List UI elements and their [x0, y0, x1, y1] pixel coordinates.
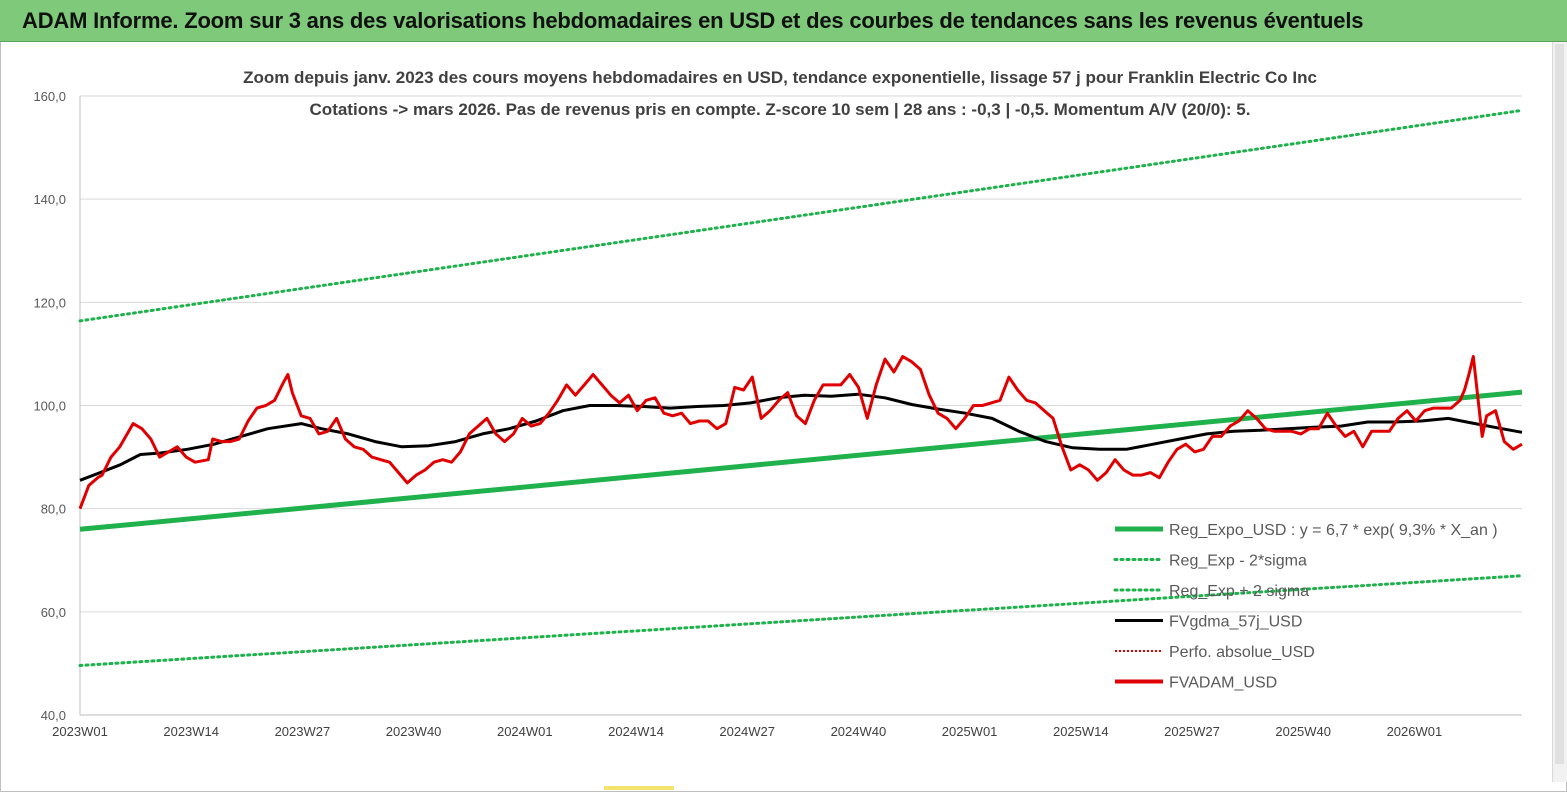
legend-label: Reg_Expo_USD : y = 6,7 * exp( 9,3% * X_a…: [1169, 522, 1498, 539]
page-title: ADAM Informe. Zoom sur 3 ans des valoris…: [22, 8, 1364, 33]
chart-svg: Zoom depuis janv. 2023 des cours moyens …: [33, 68, 1524, 739]
y-tick-label: 100,0: [33, 399, 66, 414]
x-tick-label: 2024W14: [608, 724, 664, 739]
series-reg-exp-plus-2sigma: [78, 108, 1524, 323]
x-tick-label: 2023W40: [386, 724, 442, 739]
y-tick-label: 160,0: [33, 89, 66, 104]
legend-label: Reg_Exp + 2 sigma: [1169, 583, 1309, 600]
series-reg-expo: [79, 389, 1523, 532]
chart-title-line-2: Cotations -> mars 2026. Pas de revenus p…: [310, 100, 1251, 119]
vertical-scrollbar[interactable]: [1552, 42, 1567, 782]
y-tick-label: 60,0: [41, 605, 66, 620]
x-tick-label: 2025W14: [1053, 724, 1109, 739]
chart-area: Zoom depuis janv. 2023 des cours moyens …: [0, 42, 1567, 792]
y-tick-label: 120,0: [33, 295, 66, 310]
x-tick-label: 2026W01: [1387, 724, 1443, 739]
series-fvgdma: [79, 392, 1523, 482]
series-reg-exp-minus-2sigma: [78, 574, 1524, 667]
x-tick-label: 2025W01: [942, 724, 998, 739]
x-tick-label: 2024W27: [719, 724, 775, 739]
x-tick-label: 2023W14: [163, 724, 219, 739]
series-fvadam: [78, 355, 1523, 510]
sheet-tab-indicator: [604, 786, 674, 790]
legend-label: Reg_Exp - 2*sigma: [1169, 553, 1307, 570]
x-tick-label: 2024W01: [497, 724, 553, 739]
x-tick-label: 2023W01: [52, 724, 108, 739]
legend-label: Perfo. absolue_USD: [1169, 644, 1315, 661]
x-tick-label: 2025W27: [1164, 724, 1220, 739]
header-bar: ADAM Informe. Zoom sur 3 ans des valoris…: [0, 0, 1567, 42]
chart-title-line-1: Zoom depuis janv. 2023 des cours moyens …: [243, 68, 1317, 87]
y-tick-label: 140,0: [33, 192, 66, 207]
x-tick-label: 2025W40: [1275, 724, 1331, 739]
scrollbar-handle[interactable]: [1555, 44, 1564, 764]
x-tick-label: 2023W27: [275, 724, 331, 739]
y-tick-label: 80,0: [41, 502, 66, 517]
y-tick-label: 40,0: [41, 708, 66, 723]
legend-label: FVADAM_USD: [1169, 675, 1277, 692]
legend-label: FVgdma_57j_USD: [1169, 614, 1302, 631]
x-tick-label: 2024W40: [831, 724, 887, 739]
